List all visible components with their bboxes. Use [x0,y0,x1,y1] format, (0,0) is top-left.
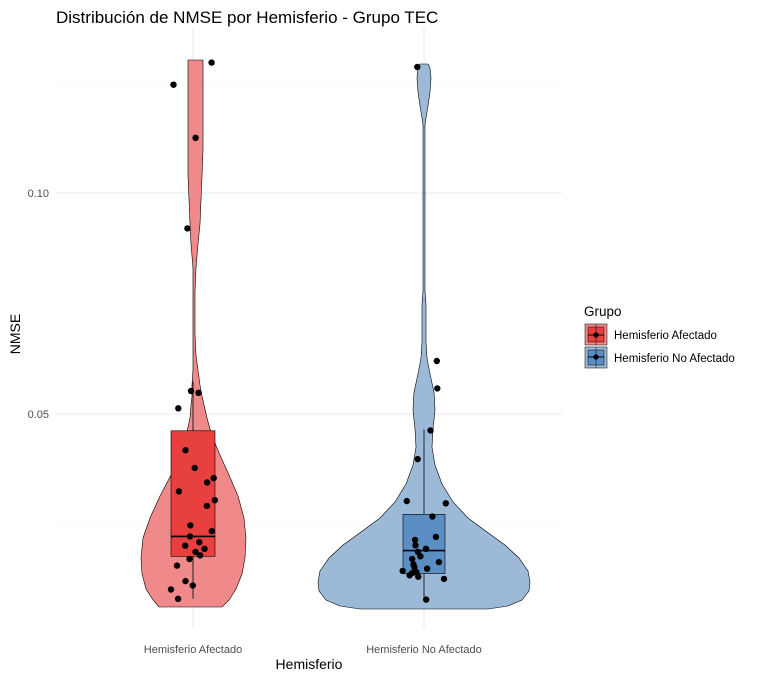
data-point-afectado [191,464,198,472]
y-tick-label-010: 0.10 [28,188,49,200]
data-point-afectado [192,548,199,556]
data-point-no-afectado [440,575,448,583]
data-point-afectado [175,405,182,412]
data-point-no-afectado [434,385,441,392]
data-point-afectado [173,562,181,569]
x-tick-label-no-afectado: Hemisferio No Afectado [366,644,482,656]
data-point-no-afectado [409,555,416,563]
data-point-afectado [167,586,175,593]
data-point-no-afectado [442,500,449,507]
data-point-no-afectado [411,564,418,571]
data-point-afectado [182,447,189,454]
data-point-no-afectado [423,565,431,572]
data-point-no-afectado [403,497,410,505]
data-point-afectado [196,552,204,559]
data-point-no-afectado [435,558,443,566]
data-point-no-afectado [414,455,421,463]
y-axis-title: NMSE [7,314,23,354]
data-point-afectado [186,533,194,540]
data-point-afectado [174,595,182,602]
data-point-afectado [192,134,199,141]
box-no-afectado [402,514,446,574]
data-point-afectado [184,225,191,232]
violin-hemisferio-no-afectado [317,63,531,610]
legend-key-no-afectado [584,346,608,369]
data-point-afectado [170,81,177,88]
data-point-no-afectado [399,567,406,575]
data-point-no-afectado [427,427,434,434]
data-point-no-afectado [412,542,419,549]
data-point-afectado [175,488,183,495]
data-point-afectado [187,522,194,529]
data-point-no-afectado [415,573,422,580]
data-point-no-afectado [433,357,440,365]
legend: Grupo Hemisferio Afectado Hemisferio No … [584,304,735,369]
data-point-afectado [203,502,211,510]
data-point-afectado [201,545,208,552]
chart-title: Distribución de NMSE por Hemisferio - Gr… [56,8,438,27]
data-point-no-afectado [414,63,421,71]
data-point-afectado [182,542,189,549]
data-point-afectado [182,577,189,585]
data-point-afectado [208,59,215,66]
data-point-afectado [186,555,193,563]
data-point-afectado [187,387,195,395]
data-point-afectado [211,497,218,504]
x-axis-title: Hemisferio [276,656,343,672]
data-point-afectado [196,539,203,546]
data-point-afectado [203,479,211,486]
data-point-no-afectado [429,513,436,520]
data-point-afectado [208,527,215,535]
legend-label-no-afectado: Hemisferio No Afectado [614,353,735,365]
data-point-no-afectado [423,596,430,603]
data-point-no-afectado [432,533,440,541]
y-tick-label-005: 0.05 [28,409,49,421]
x-tick-label-afectado: Hemisferio Afectado [144,644,242,656]
data-point-afectado [210,474,217,482]
data-point-afectado [189,582,196,589]
legend-title: Grupo [584,304,622,319]
data-points [167,59,449,603]
legend-label-afectado: Hemisferio Afectado [614,330,717,342]
data-point-no-afectado [411,536,419,544]
data-point-afectado [195,389,202,396]
data-point-no-afectado [417,553,424,560]
data-point-no-afectado [422,545,430,552]
legend-key-afectado [584,323,608,346]
data-point-no-afectado [406,572,413,579]
